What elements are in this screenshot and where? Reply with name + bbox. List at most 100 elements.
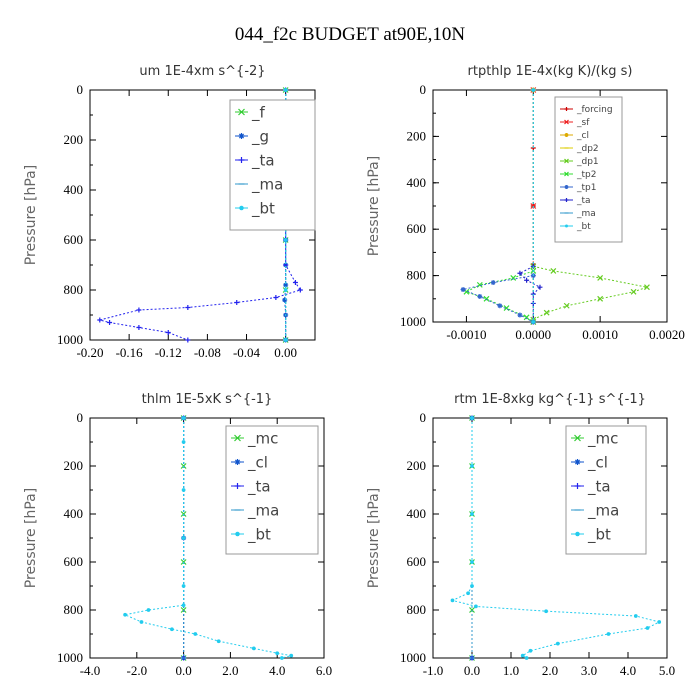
legend-marker [574,434,581,442]
legend-marker [239,205,244,211]
data-point [146,608,151,612]
data-point [657,620,662,624]
x-tick-label: 5.0 [659,663,675,678]
data-point [97,317,103,323]
data-point [520,653,525,658]
legend-label: _bt [247,525,271,544]
legend-label: _tp2 [576,170,596,180]
figure-title: 044_f2c BUDGET at90E,10N [235,24,466,45]
x-tick-label: -0.04 [233,345,261,360]
x-tick-label: -4.0 [80,663,101,678]
x-tick-label: 0.0020 [649,327,685,342]
x-tick-label: -0.16 [116,345,144,360]
data-point [136,307,142,313]
data-point [531,320,536,324]
data-point [474,604,478,609]
panel-4: rtm 1E-8xkg kg^{-1} s^{-1} Pressure [hPa]… [366,392,675,678]
data-point [185,305,191,310]
y-tick-label: 1000 [400,314,426,329]
y-tick-label: 800 [407,268,427,283]
y-tick-label: 800 [64,282,84,297]
y-tick-label: 200 [64,132,84,147]
x-tick-label: 0.0 [464,663,480,678]
data-point [283,88,288,92]
data-point [251,646,256,651]
data-point [136,325,142,330]
y-tick-label: 400 [64,506,84,521]
series-tp1 [460,273,536,325]
y-tick-label: 200 [64,458,84,473]
x-tick-label: 3.0 [581,663,597,678]
x-tick-label: 6.0 [316,663,332,678]
legend-marker [574,483,581,489]
data-point [524,277,530,283]
legend: _mc _cl _ta _ma _bt [225,425,319,555]
data-point [517,270,523,276]
data-point [644,284,650,291]
panel-2: rtpthlp 1E-4x(kg K)/(kg s) Pressure [hPa]… [366,64,685,342]
y-tick-label: 200 [407,128,427,143]
y-tick-label: 400 [407,175,427,190]
x-tick-label: 4.0 [269,663,285,678]
panel-title: rtpthlp 1E-4x(kg K)/(kg s) [468,64,633,79]
series-bt [450,416,662,660]
legend-marker [564,133,569,137]
data-point [470,512,474,516]
legend: _mc _cl _ta _ma _bt [565,425,647,555]
series-line [461,275,534,323]
legend-marker [234,434,241,442]
data-point [181,584,186,588]
y-tick-label: 200 [407,458,427,473]
x-tick-label: 0.0010 [582,327,618,342]
data-point [292,280,298,285]
legend-marker [238,157,245,163]
legend-box [225,425,319,555]
y-tick-label: 600 [407,221,427,236]
legend-marker [565,224,568,228]
data-point [555,641,560,646]
y-axis-label: Pressure [hPa] [23,165,39,265]
legend-label: _ma [576,209,596,219]
x-tick-label: 0.0 [175,663,191,678]
data-point [297,287,303,293]
data-point [524,656,529,660]
legend-box [565,425,647,555]
legend-marker [574,459,581,465]
data-point [170,627,174,632]
y-tick-label: 0 [420,82,427,97]
legend-marker [564,171,569,177]
legend-label: _bt [576,222,591,232]
legend-label: _bt [251,199,275,218]
legend-label: _dp2 [576,144,599,154]
y-tick-label: 1000 [57,332,83,347]
plot-frame [432,89,668,323]
x-tick-label: -1.0 [423,663,444,678]
data-point [490,280,496,286]
legend-marker [575,531,580,537]
y-axis-label: Pressure [hPa] [366,488,382,588]
y-tick-label: 800 [64,602,84,617]
panel-title: thlm 1E-5xK s^{-1} [142,392,273,407]
x-tick-label: -2.0 [127,663,148,678]
legend-label: _ta [576,196,591,206]
y-tick-label: 400 [407,506,427,521]
data-point [289,653,294,658]
x-tick-label: -0.08 [194,345,221,360]
data-point [523,314,530,321]
x-tick-label: -0.0010 [446,327,486,342]
legend: _f _g _ta _ma _bt [229,99,316,231]
x-tick-label: 1.0 [503,663,519,678]
data-point [123,612,127,617]
legend-marker [235,531,240,537]
legend-label: _sf [576,118,590,128]
legend-label: _mc [587,429,618,448]
data-point [181,440,186,444]
data-point [283,338,288,342]
legend-label: _g [251,127,269,146]
x-tick-label: 0.00 [274,345,297,360]
legend-label: _mc [247,429,278,448]
series-line [451,418,661,659]
x-tick-label: 4.0 [620,663,636,678]
x-tick-label: -0.20 [76,345,103,360]
data-point [477,293,483,299]
